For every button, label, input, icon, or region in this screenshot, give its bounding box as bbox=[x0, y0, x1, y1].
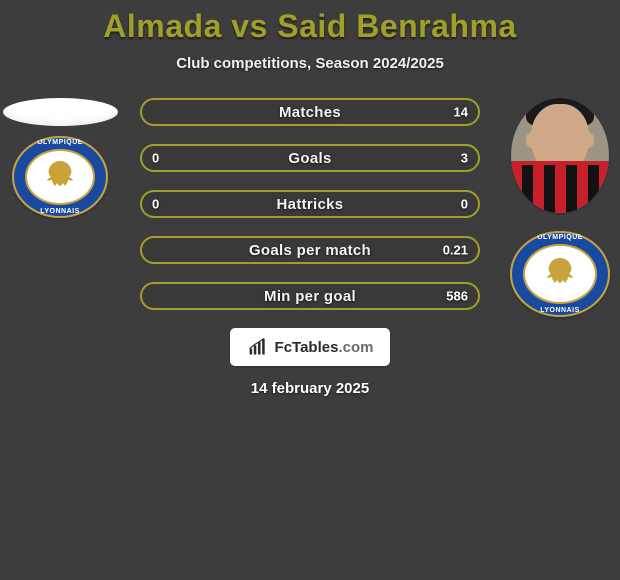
stat-right-value: 0 bbox=[461, 197, 468, 212]
footer-date: 14 february 2025 bbox=[0, 380, 620, 397]
stat-right-value: 586 bbox=[446, 289, 468, 304]
stat-rows: Matches 14 0 Goals 3 0 Hattricks 0 Goals per mat… bbox=[140, 98, 480, 310]
lion-icon bbox=[40, 157, 80, 197]
stat-left-value: 0 bbox=[152, 197, 159, 212]
left-club-text-top: OLYMPIQUE bbox=[37, 139, 83, 146]
left-club-text-bot: LYONNAIS bbox=[40, 208, 80, 215]
right-club-text-top: OLYMPIQUE bbox=[537, 234, 583, 241]
site-badge: FcTables.com bbox=[230, 328, 390, 366]
stat-right-value: 3 bbox=[461, 151, 468, 166]
stat-right-value: 14 bbox=[454, 105, 468, 120]
stat-row: Matches 14 bbox=[140, 98, 480, 126]
right-club-badge: OLYMPIQUE LYONNAIS bbox=[510, 231, 610, 317]
lion-icon bbox=[540, 254, 580, 294]
right-player-column: OLYMPIQUE LYONNAIS bbox=[500, 98, 620, 317]
stat-label: Goals bbox=[288, 150, 331, 167]
right-club-text-bot: LYONNAIS bbox=[540, 307, 580, 314]
bar-chart-icon bbox=[247, 337, 269, 357]
page-title: Almada vs Said Benrahma bbox=[0, 0, 620, 45]
comparison-stage: OLYMPIQUE LYONNAIS OLYMPIQUE LYONNAIS Ma… bbox=[0, 98, 620, 397]
stat-row: 0 Hattricks 0 bbox=[140, 190, 480, 218]
stat-label: Goals per match bbox=[249, 242, 371, 259]
left-player-placeholder bbox=[3, 98, 118, 126]
right-player-photo bbox=[511, 98, 609, 213]
stat-label: Matches bbox=[279, 104, 341, 121]
stat-label: Hattricks bbox=[277, 196, 344, 213]
stat-row: Goals per match 0.21 bbox=[140, 236, 480, 264]
site-brand: FcTables.com bbox=[275, 339, 374, 356]
stat-label: Min per goal bbox=[264, 288, 356, 305]
left-player-column: OLYMPIQUE LYONNAIS bbox=[0, 98, 120, 218]
stat-row: 0 Goals 3 bbox=[140, 144, 480, 172]
page-subtitle: Club competitions, Season 2024/2025 bbox=[0, 55, 620, 72]
stat-left-value: 0 bbox=[152, 151, 159, 166]
stat-row: Min per goal 586 bbox=[140, 282, 480, 310]
left-club-badge: OLYMPIQUE LYONNAIS bbox=[12, 136, 108, 218]
stat-right-value: 0.21 bbox=[443, 243, 468, 258]
